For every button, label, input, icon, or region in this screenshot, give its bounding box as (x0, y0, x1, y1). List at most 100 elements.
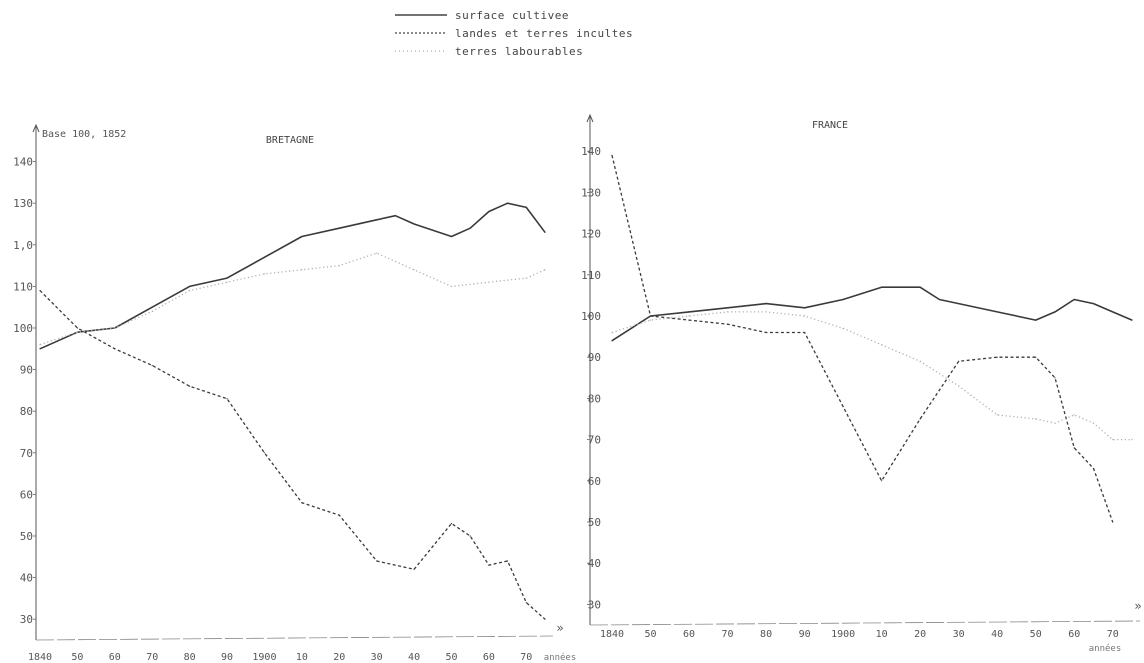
legend-item: landes et terres incultes (395, 24, 633, 42)
y-tick-label: 60 (20, 488, 33, 501)
data-point (338, 265, 340, 267)
data-point (376, 252, 378, 254)
data-point (544, 269, 546, 271)
data-point (226, 398, 228, 400)
data-point (488, 281, 490, 283)
series-line-landes-et-terres-incultes (39, 290, 546, 620)
y-tick-label: 120 (581, 228, 601, 241)
data-point (938, 298, 941, 301)
data-point (376, 560, 378, 562)
data-point (919, 286, 921, 288)
data-point (450, 235, 453, 238)
data-point (1073, 298, 1075, 301)
y-tick-label: 90 (588, 351, 601, 364)
y-tick-label: 100 (581, 310, 601, 323)
y-tick-label: 100 (13, 322, 33, 335)
data-point (803, 315, 806, 317)
x-tick-label: 50 (1030, 629, 1042, 640)
y-tick-label: 30 (20, 613, 33, 626)
y-tick-label: 40 (20, 572, 33, 585)
data-point (881, 480, 883, 482)
x-tick-label: 1900 (252, 652, 276, 663)
data-point (1092, 467, 1095, 470)
data-point (1112, 521, 1114, 523)
legend-swatch-dotted (395, 50, 447, 52)
data-point (765, 331, 767, 334)
x-axis (35, 635, 554, 641)
y-tick-label: 30 (588, 598, 601, 611)
x-tick-label: 60 (483, 652, 495, 663)
data-point (611, 331, 613, 334)
data-point (1035, 356, 1037, 358)
data-point (544, 231, 546, 233)
data-point (76, 327, 79, 329)
series-line-terres-labourables (39, 252, 546, 346)
x-tick-label: 10 (876, 629, 888, 640)
data-point (263, 273, 266, 275)
data-point (726, 311, 729, 313)
x-tick-label: 90 (221, 652, 233, 663)
data-point (996, 311, 998, 313)
x-tick-label: 10 (296, 652, 308, 663)
data-point (226, 277, 228, 279)
chart-panel-bretagne: BRETAGNE Base 100, 1852 30 40 50 60 70 80 90 100 1… (13, 123, 576, 663)
x-axis-arrow: » (556, 621, 563, 635)
data-point (114, 348, 116, 350)
data-point (1073, 447, 1075, 449)
data-point (919, 360, 921, 362)
x-tick-label: 50 (71, 652, 83, 663)
data-point (525, 601, 527, 604)
data-point (544, 618, 546, 620)
x-axis-label: années (1089, 643, 1122, 654)
data-point (726, 307, 729, 309)
data-point (301, 235, 303, 238)
x-tick-label: 70 (1107, 629, 1119, 640)
y-tick-label: 60 (588, 475, 601, 488)
data-point (39, 289, 41, 292)
data-point (450, 522, 453, 525)
x-tick-label: 60 (1068, 629, 1080, 640)
data-point (506, 560, 509, 562)
data-point (1131, 439, 1133, 441)
chart-panel-france: FRANCE 30 40 50 60 70 80 90 100 110 120 130 140 1840 5… (581, 113, 1142, 654)
data-point (688, 311, 690, 313)
data-point (1035, 418, 1037, 420)
data-point (488, 564, 490, 566)
x-tick-label: 1840 (600, 629, 624, 640)
data-point (958, 303, 960, 305)
data-point (881, 286, 883, 288)
series-line-surface-cultivee (611, 286, 1133, 342)
x-tick-label: 70 (722, 629, 734, 640)
y-axis-arrow (586, 113, 594, 123)
x-tick-label: 40 (991, 629, 1003, 640)
x-axis-arrow: » (1134, 599, 1141, 613)
legend-item: surface cultivee (395, 6, 633, 24)
data-point (413, 568, 415, 570)
data-point (376, 219, 378, 221)
y-tick-label: 80 (588, 392, 601, 405)
y-tick-label: 140 (581, 145, 601, 158)
data-point (688, 319, 690, 321)
data-point (996, 356, 998, 358)
y-axis-label: Base 100, 1852 (42, 129, 126, 140)
legend-item: terres labourables (395, 42, 633, 60)
y-tick-label: 130 (13, 197, 33, 210)
x-tick-label: 80 (760, 629, 772, 640)
data-point (301, 269, 303, 271)
data-point (726, 323, 729, 325)
data-point (301, 502, 303, 504)
y-tick-label: 70 (588, 434, 601, 447)
data-point (151, 364, 153, 367)
x-tick-label: 20 (333, 652, 345, 663)
data-point (338, 227, 340, 229)
data-point (611, 340, 613, 342)
y-tick-label: 50 (20, 530, 33, 543)
data-point (189, 289, 191, 292)
data-point (958, 360, 960, 362)
data-point (1131, 319, 1133, 321)
data-point (488, 210, 490, 213)
data-point (338, 514, 340, 516)
x-tick-label: 1840 (28, 652, 52, 663)
x-tick-label: 70 (146, 652, 158, 663)
legend: surface cultivee landes et terres incult… (395, 6, 633, 60)
